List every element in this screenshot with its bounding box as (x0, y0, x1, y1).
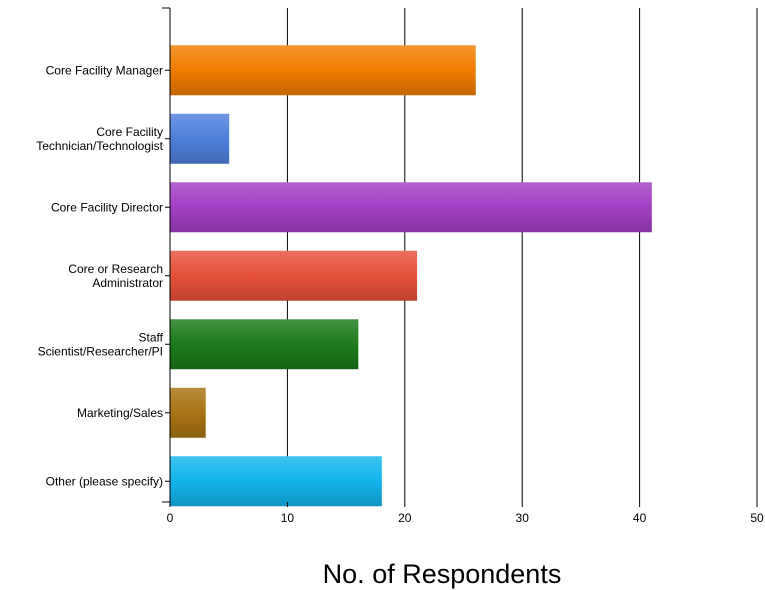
category-label: Staff Scientist/Researcher/PI (38, 330, 164, 358)
category-label: Other (please specify) (46, 474, 163, 488)
bar (171, 388, 206, 438)
category-label: Core or Research Administrator (68, 262, 163, 290)
category-label-line: Scientist/Researcher/PI (38, 344, 163, 358)
category-label-line: Marketing/Sales (77, 406, 163, 420)
bar (171, 319, 359, 369)
category-label: Marketing/Sales (77, 406, 163, 420)
category-label: Core Facility Director (51, 200, 163, 214)
bar (171, 251, 418, 301)
bars (171, 45, 652, 506)
category-label-line: Staff (139, 330, 164, 344)
bar (171, 456, 382, 506)
x-tick-label: 50 (750, 511, 764, 525)
x-tick-label: 30 (516, 511, 530, 525)
category-label: Core Facility Technician/Technologist (36, 125, 163, 153)
x-tick-label: 0 (167, 511, 174, 525)
category-label-line: Core Facility (96, 125, 163, 139)
category-label-line: Administrator (92, 276, 163, 290)
category-label-line: Technician/Technologist (36, 139, 163, 153)
category-label-line: Core or Research (68, 262, 163, 276)
category-label-line: Core Facility Director (51, 200, 163, 214)
bar (171, 182, 652, 232)
x-tick-label: 20 (398, 511, 412, 525)
category-label: Core Facility Manager (46, 63, 163, 77)
x-axis-title: No. of Respondents (323, 559, 562, 589)
category-label-line: Other (please specify) (46, 474, 163, 488)
x-tick-label: 10 (281, 511, 295, 525)
bar (171, 45, 476, 95)
x-tick-label: 40 (633, 511, 647, 525)
bar (171, 114, 230, 164)
category-label-line: Core Facility Manager (46, 63, 163, 77)
